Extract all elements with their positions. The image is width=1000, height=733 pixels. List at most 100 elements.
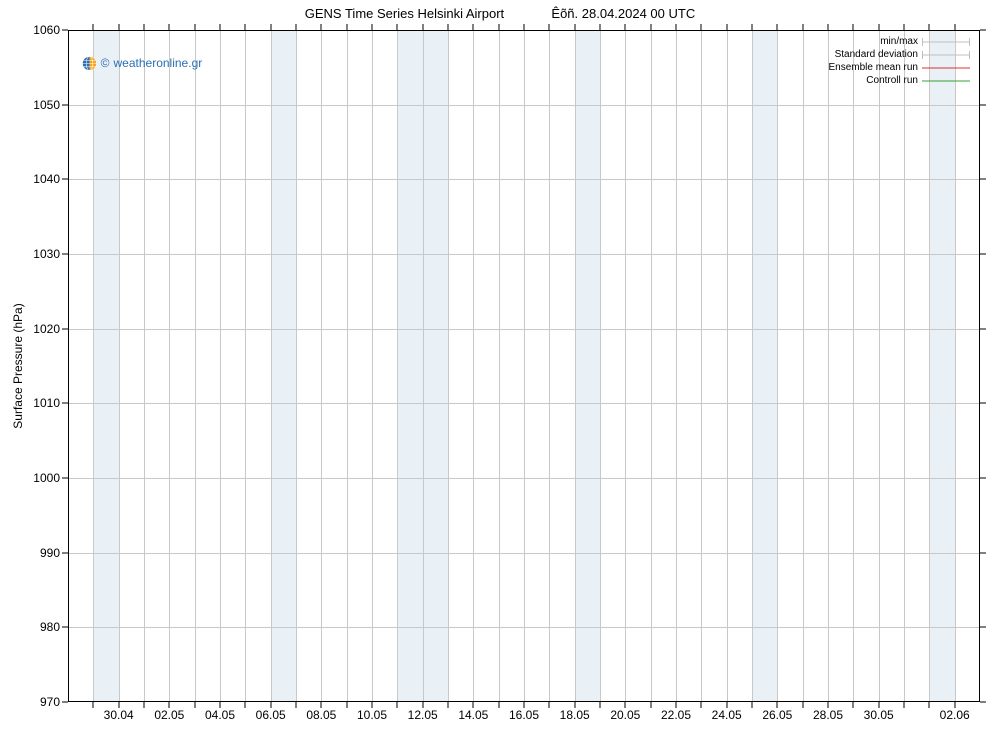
ytick-mark [62,328,68,329]
gridline [676,30,677,702]
xtick-mark [802,702,803,708]
watermark: © weatheronline.gr [82,56,203,71]
xtick-mark [220,702,221,708]
legend-item: Standard deviation [829,48,971,61]
xtick-label: 30.04 [104,708,134,722]
weekend-band [397,30,422,702]
ytick-mark [62,552,68,553]
xtick-mark [752,702,753,708]
title-right: Êõñ. 28.04.2024 00 UTC [551,6,695,21]
gridline [777,30,778,702]
ytick-mark [980,478,986,479]
ytick-label: 980 [40,620,60,634]
gridline [904,30,905,702]
xtick-mark [549,702,550,708]
gridline [119,30,120,702]
ytick-mark [980,254,986,255]
ytick-mark [980,179,986,180]
xtick-label: 28.05 [813,708,843,722]
xtick-mark [954,702,955,708]
xtick-mark [448,24,449,30]
weekend-band [929,30,954,702]
xtick-label: 10.05 [357,708,387,722]
xtick-mark [93,24,94,30]
xtick-mark [498,702,499,708]
gridline [727,30,728,702]
xtick-mark [878,702,879,708]
xtick-mark [904,24,905,30]
xtick-mark [473,702,474,708]
xtick-mark [676,24,677,30]
xtick-mark [397,24,398,30]
xtick-mark [549,24,550,30]
legend-swatch [922,38,970,46]
xtick-mark [296,702,297,708]
gridline [93,30,94,702]
xtick-mark [321,702,322,708]
legend-label: Controll run [866,74,918,87]
ytick-mark [980,104,986,105]
chart-title: GENS Time Series Helsinki Airport Êõñ. 2… [0,0,1000,26]
xtick-mark [625,24,626,30]
ytick-mark [62,104,68,105]
legend-item: Ensemble mean run [829,61,971,74]
xtick-mark [296,24,297,30]
ytick-mark [62,254,68,255]
xtick-mark [169,702,170,708]
xtick-mark [144,702,145,708]
xtick-mark [878,24,879,30]
xtick-mark [853,702,854,708]
xtick-mark [650,24,651,30]
xtick-label: 02.05 [154,708,184,722]
xtick-label: 22.05 [661,708,691,722]
ytick-label: 1000 [33,471,60,485]
weekend-band [423,30,448,702]
gridline [195,30,196,702]
ytick-mark [980,30,986,31]
ytick-label: 1030 [33,247,60,261]
xtick-mark [245,702,246,708]
xtick-mark [194,24,195,30]
xtick-mark [422,24,423,30]
xtick-mark [676,702,677,708]
xtick-label: 08.05 [306,708,336,722]
xtick-label: 02.06 [940,708,970,722]
xtick-mark [245,24,246,30]
y-axis-label: Surface Pressure (hPa) [11,303,25,428]
xtick-mark [904,702,905,708]
xtick-mark [93,702,94,708]
xtick-mark [600,24,601,30]
xtick-mark [220,24,221,30]
gridline [803,30,804,702]
gridline [879,30,880,702]
ytick-mark [980,702,986,703]
ytick-mark [980,627,986,628]
axis-border [979,30,980,702]
gridline [625,30,626,702]
ytick-label: 990 [40,546,60,560]
gridline [448,30,449,702]
xtick-mark [726,24,727,30]
ytick-label: 1010 [33,396,60,410]
ytick-mark [980,328,986,329]
ytick-mark [62,702,68,703]
ytick-label: 1040 [33,172,60,186]
xtick-mark [929,24,930,30]
weekend-band [575,30,600,702]
ytick-mark [62,179,68,180]
title-left: GENS Time Series Helsinki Airport [305,6,504,21]
legend-label: min/max [880,35,918,48]
gridline [524,30,525,702]
legend-swatch [922,64,970,72]
legend-swatch [922,77,970,85]
legend: min/maxStandard deviationEnsemble mean r… [829,35,971,87]
gridline [144,30,145,702]
xtick-label: 16.05 [509,708,539,722]
xtick-mark [828,702,829,708]
gridline [929,30,930,702]
weekend-band [93,30,118,702]
ytick-mark [62,403,68,404]
axis-border [68,30,980,31]
xtick-mark [346,24,347,30]
xtick-mark [118,24,119,30]
